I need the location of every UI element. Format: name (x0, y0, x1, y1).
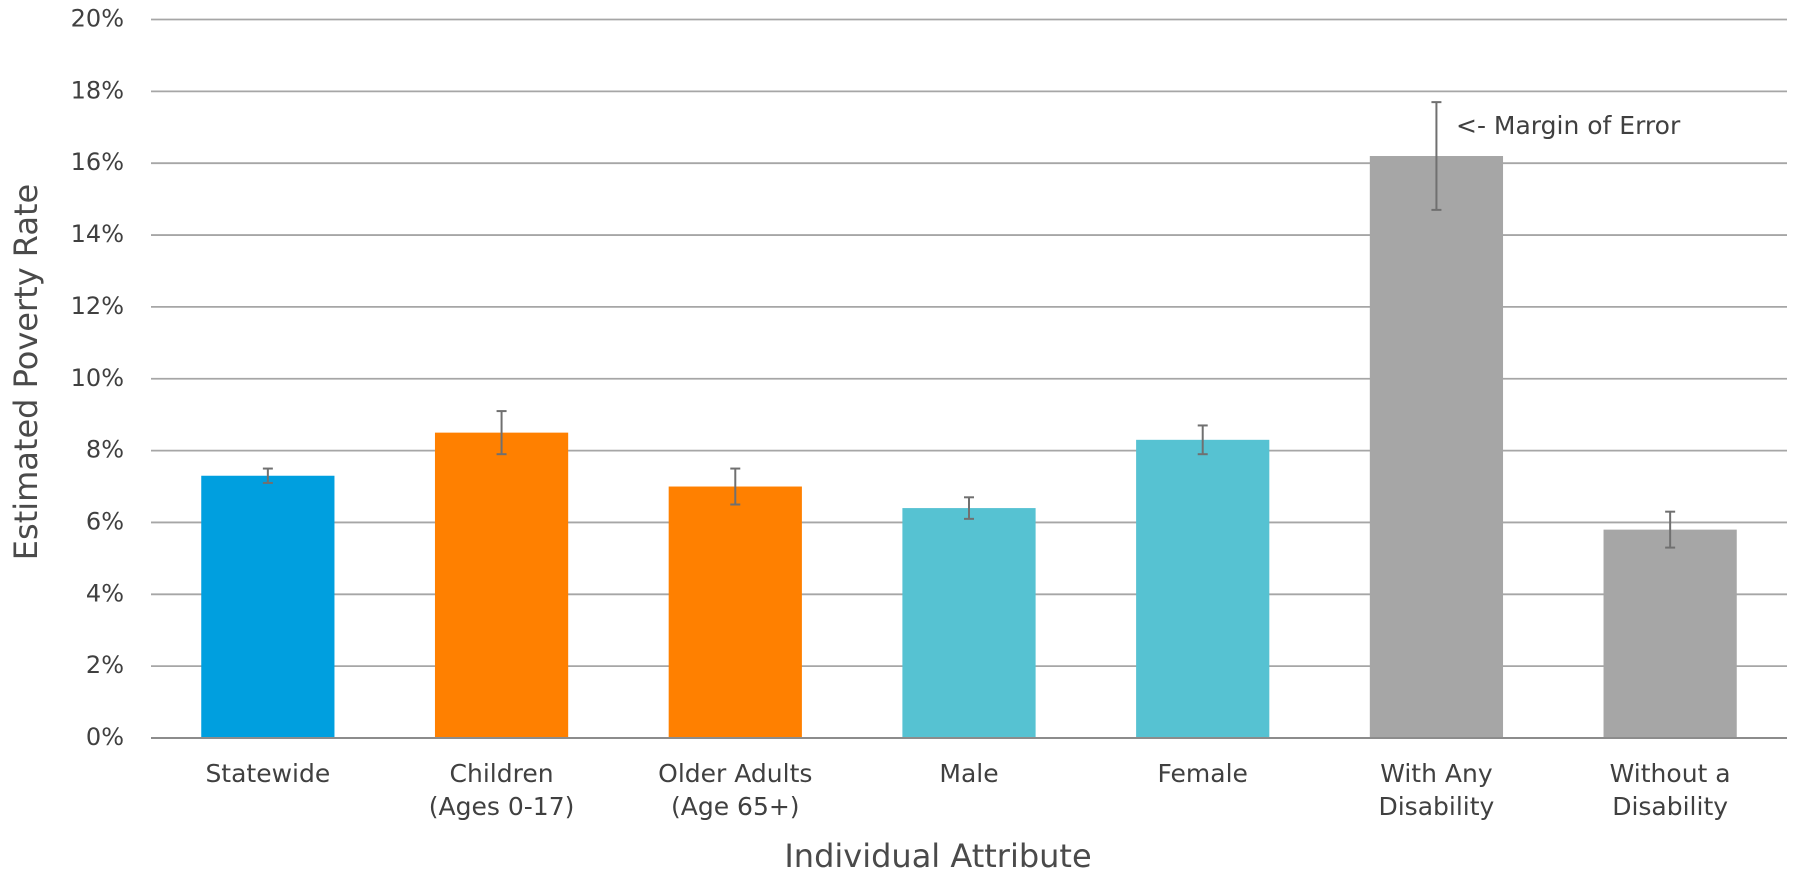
y-tick-label: 10% (71, 364, 124, 392)
y-tick-label: 12% (71, 292, 124, 320)
bar (668, 486, 802, 738)
bar (434, 432, 569, 738)
x-tick-label: With Any (1380, 759, 1493, 788)
bar (902, 508, 1036, 738)
x-tick-label: Statewide (205, 759, 330, 788)
x-axis-title: Individual Attribute (784, 837, 1091, 874)
bar (1136, 439, 1270, 738)
y-tick-label: 20% (71, 5, 124, 33)
y-tick-label: 14% (71, 220, 124, 248)
y-tick-label: 16% (71, 148, 124, 176)
x-tick-label: (Ages 0-17) (429, 792, 575, 821)
y-axis-title: Estimated Poverty Rate (7, 184, 45, 560)
annotation: <- Margin of Error (1456, 111, 1681, 140)
error-bar (964, 496, 974, 520)
x-tick-label: Disability (1612, 792, 1728, 821)
y-tick-label: 2% (86, 651, 124, 679)
bar (1603, 529, 1737, 738)
y-tick-label: 6% (86, 507, 124, 535)
y-tick-label: 0% (86, 723, 124, 751)
y-tick-label: 18% (71, 76, 124, 104)
x-tick-label: Children (450, 759, 554, 788)
error-bar (730, 467, 741, 506)
bar (201, 475, 335, 738)
x-tick-label: (Age 65+) (671, 792, 800, 821)
error-bar (262, 467, 273, 484)
error-bar (1197, 424, 1208, 456)
y-tick-label: 8% (86, 436, 124, 464)
x-tick-label: Older Adults (658, 759, 812, 788)
error-bar (1665, 510, 1676, 549)
y-tick-label: 4% (86, 579, 124, 607)
x-tick-label: Male (939, 759, 998, 788)
x-tick-label: Female (1158, 759, 1248, 788)
x-tick-label: Disability (1378, 792, 1494, 821)
error-bar (496, 410, 507, 456)
x-tick-label: Without a (1610, 759, 1731, 788)
error-bar (1431, 101, 1442, 211)
bar (1369, 156, 1504, 738)
